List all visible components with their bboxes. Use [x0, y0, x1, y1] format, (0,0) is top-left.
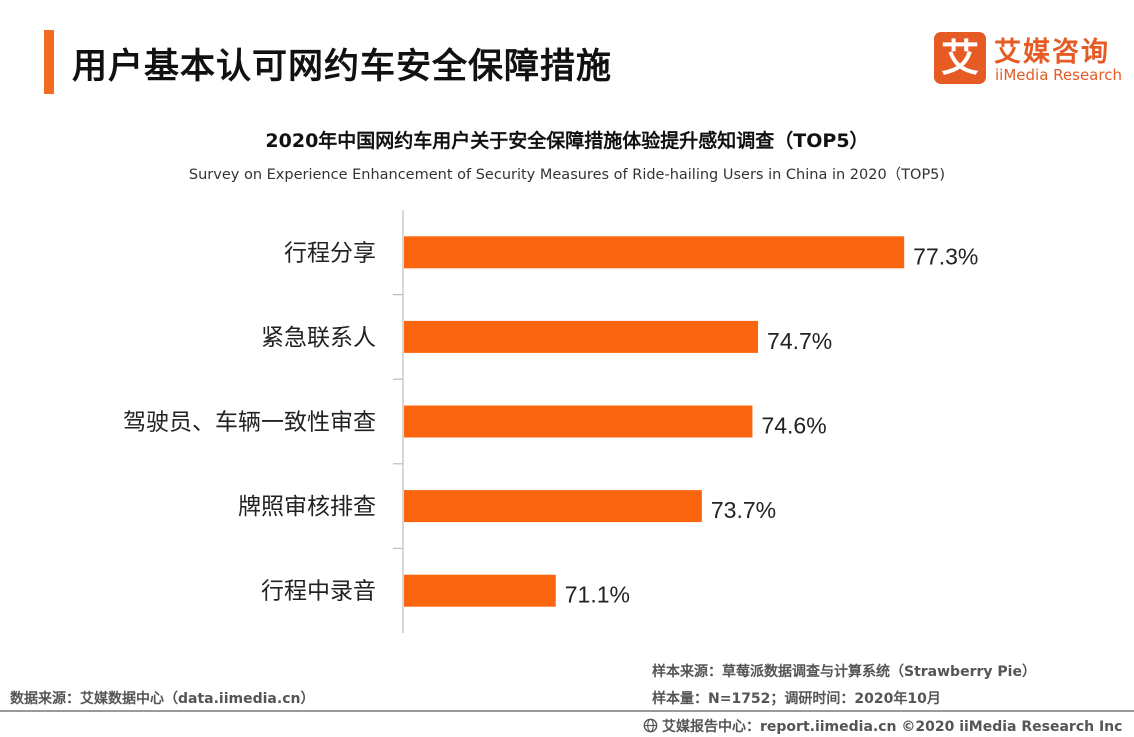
footer-divider — [0, 710, 1134, 712]
chart-subtitle: Survey on Experience Enhancement of Secu… — [188, 167, 946, 183]
copyright-line: 艾媒报告中心：report.iimedia.cn ©2020 iiMedia R… — [643, 716, 1122, 736]
bar — [404, 405, 753, 438]
bar — [404, 490, 702, 523]
category-label: 牌照审核排查 — [238, 494, 376, 520]
logo-chinese-text: 艾媒咨询 — [994, 37, 1110, 68]
page-title: 用户基本认可网约车安全保障措施 — [72, 47, 613, 87]
sample-source: 样本来源：草莓派数据调查与计算系统（Strawberry Pie） — [652, 664, 1036, 680]
data-label: 74.6% — [761, 413, 826, 439]
title-accent-bar — [44, 30, 54, 94]
data-label: 73.7% — [711, 497, 776, 523]
iimedia-logo: 艾 艾媒咨询 iiMedia Research — [934, 30, 1122, 90]
globe-icon — [643, 718, 658, 733]
logo-english-text: iiMedia Research — [995, 66, 1122, 84]
data-label: 71.1% — [565, 582, 630, 608]
data-label: 77.3% — [913, 243, 978, 269]
copyright-text: 艾媒报告中心：report.iimedia.cn ©2020 iiMedia R… — [662, 719, 1123, 735]
category-label: 行程中录音 — [261, 579, 376, 605]
category-label: 行程分享 — [284, 240, 376, 266]
bar — [404, 320, 759, 353]
bar — [404, 574, 556, 607]
logo-mark-icon: 艾 — [934, 32, 986, 84]
chart-title: 2020年中国网约车用户关于安全保障措施体验提升感知调查（TOP5） — [265, 130, 869, 152]
bar — [404, 236, 905, 269]
data-label: 74.7% — [767, 328, 832, 354]
category-label: 驾驶员、车辆一致性审查 — [123, 410, 376, 436]
sample-size: 样本量：N=1752；调研时间：2020年10月 — [652, 691, 941, 707]
data-source: 数据来源：艾媒数据中心（data.iimedia.cn） — [10, 691, 315, 707]
category-label: 紧急联系人 — [261, 325, 376, 351]
